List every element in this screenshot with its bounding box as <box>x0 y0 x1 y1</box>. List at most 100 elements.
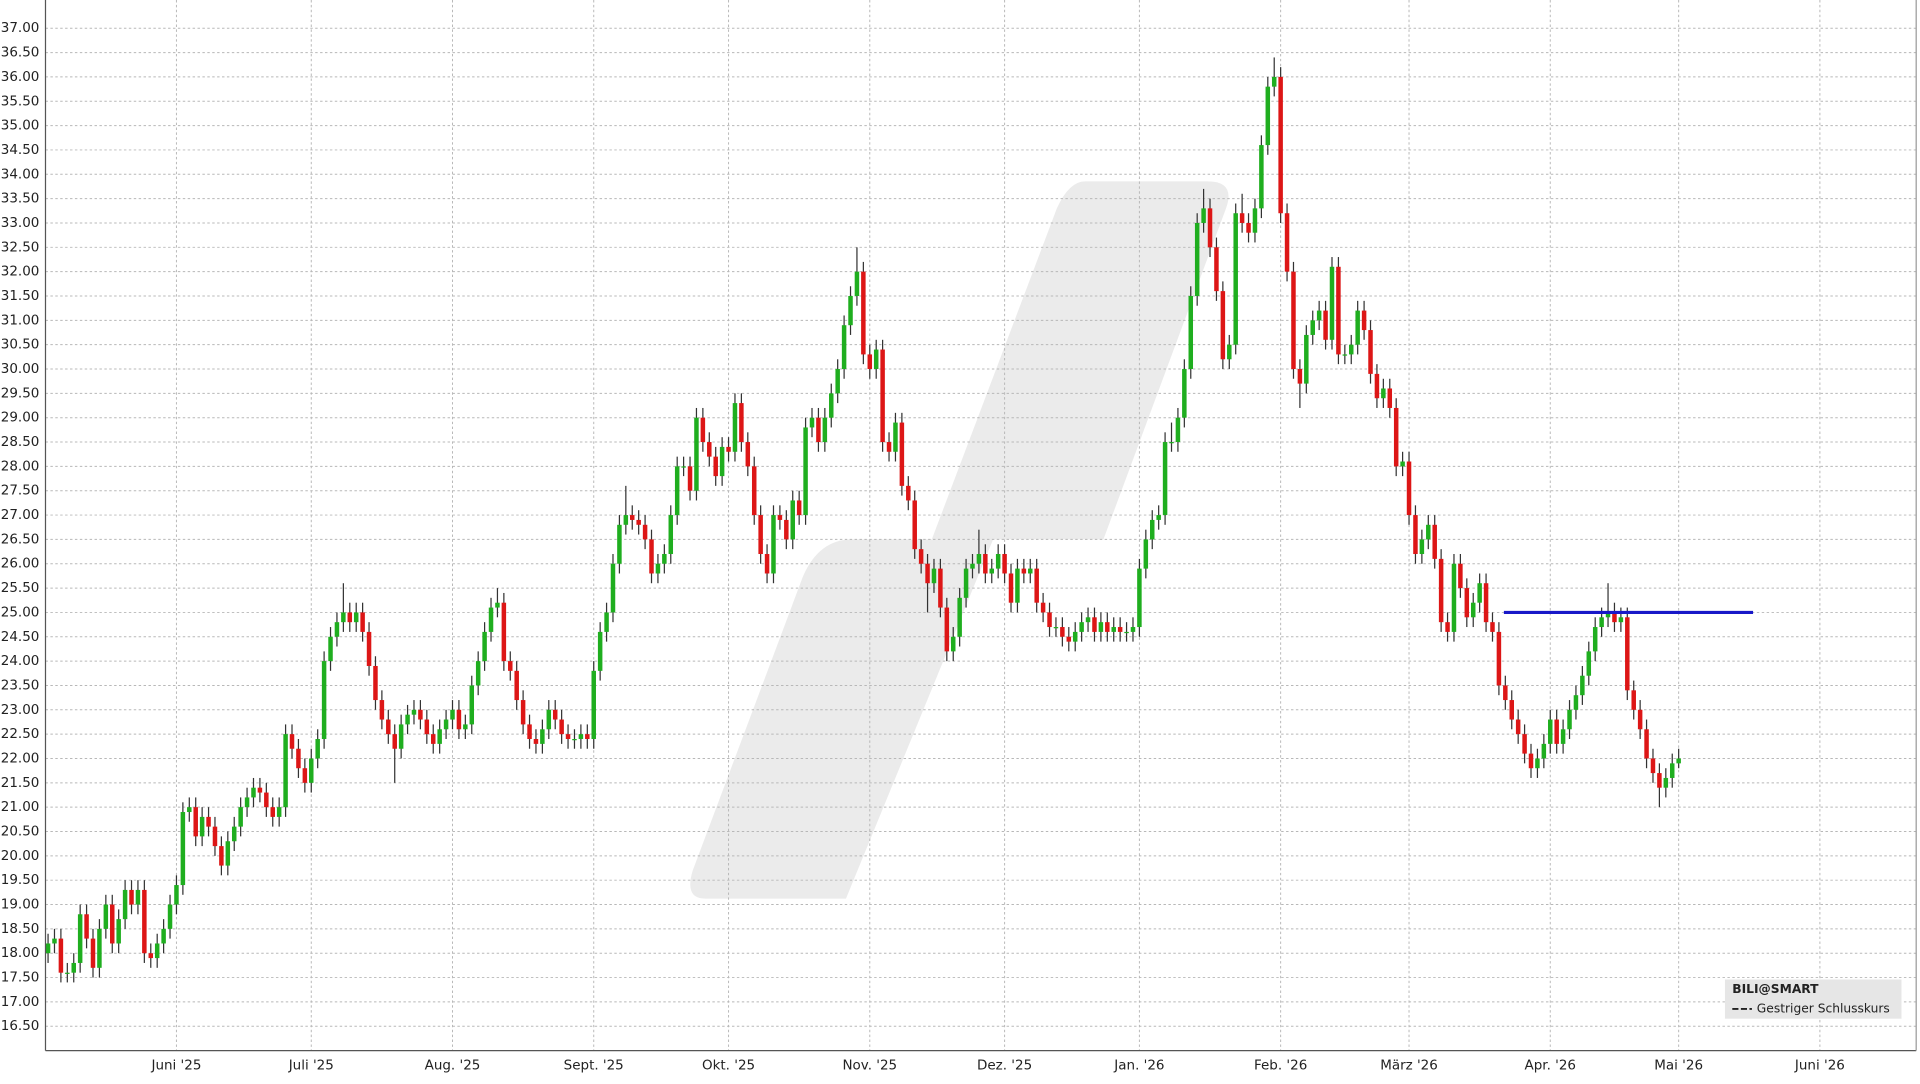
candle-body <box>1560 729 1566 744</box>
legend-title: BILI@SMART <box>1732 982 1819 996</box>
candle-body <box>321 661 327 740</box>
y-tick-label: 32.00 <box>1 264 40 280</box>
candle-body <box>1278 76 1283 214</box>
y-tick-label: 17.50 <box>1 970 40 986</box>
y-tick-label: 20.00 <box>1 848 40 864</box>
x-tick-label: Juni '25 <box>150 1057 201 1073</box>
candle-body <box>1220 291 1226 360</box>
candle-body <box>1470 602 1476 618</box>
watermark <box>690 181 1229 899</box>
candle-body <box>251 787 256 798</box>
grid <box>45 0 1917 1051</box>
candle-body <box>925 563 930 584</box>
x-tick-label: Juli '25 <box>288 1057 334 1073</box>
y-tick-label: 34.00 <box>1 166 40 182</box>
candle-body <box>238 807 243 827</box>
candle-body <box>1214 247 1219 292</box>
candle-body <box>1162 442 1168 516</box>
y-tick-label: 16.50 <box>1 1018 40 1034</box>
candle-body <box>1105 622 1110 632</box>
candle-body <box>212 826 218 847</box>
candle-body <box>90 938 96 968</box>
candle-body <box>1227 344 1232 360</box>
candle-body <box>662 554 667 564</box>
candle-body <box>1310 320 1315 335</box>
candle-body <box>918 549 924 564</box>
candle-body <box>777 515 783 520</box>
candle-body <box>1445 622 1450 632</box>
candle-body <box>758 515 763 555</box>
candle-body <box>180 812 186 886</box>
candle-body <box>1669 763 1675 778</box>
candle-body <box>668 515 674 555</box>
candle-body <box>527 724 532 740</box>
candle-body <box>135 889 141 905</box>
candle-body <box>495 602 500 608</box>
candle-body <box>1503 685 1508 701</box>
candle-body <box>790 500 795 540</box>
x-tick-label: Apr. '26 <box>1525 1057 1576 1073</box>
y-tick-label: 23.50 <box>1 677 40 693</box>
legend-label: Gestriger Schlusskurs <box>1757 1001 1890 1015</box>
candle-body <box>1657 773 1662 788</box>
candle-body <box>1650 758 1656 774</box>
y-tick-label: 27.50 <box>1 483 40 499</box>
y-tick-label: 25.50 <box>1 580 40 596</box>
candle-body <box>1361 310 1367 331</box>
y-tick-label: 31.00 <box>1 312 40 328</box>
candle-body <box>456 709 462 730</box>
candles <box>45 57 1754 983</box>
candle-body <box>334 622 340 637</box>
candle-body <box>739 403 744 443</box>
candle-body <box>886 442 892 452</box>
candle-body <box>1072 631 1078 642</box>
candle-body <box>1342 354 1348 356</box>
candle-body <box>1085 617 1091 623</box>
candle-body <box>231 826 237 842</box>
candle-body <box>604 612 609 632</box>
candle-body <box>572 739 577 741</box>
y-tick-label: 27.00 <box>1 507 40 523</box>
candle-body <box>161 928 166 944</box>
candle-body <box>1143 539 1149 569</box>
candle-body <box>1349 344 1354 355</box>
legend: BILI@SMART Gestriger Schlusskurs <box>1724 979 1902 1019</box>
candle-body <box>411 709 417 715</box>
candle-body <box>353 612 359 623</box>
candle-body <box>681 466 686 468</box>
candle-body <box>835 369 840 394</box>
candle-body <box>1194 222 1200 296</box>
y-tick-label: 24.00 <box>1 653 40 669</box>
candle-body <box>116 919 121 944</box>
candle-body <box>1028 568 1033 574</box>
candle-body <box>1676 758 1681 764</box>
candle-body <box>97 928 102 968</box>
candle-body <box>398 724 404 749</box>
candle-body <box>1284 213 1290 272</box>
candle-body <box>264 792 269 808</box>
candle-body <box>148 953 154 959</box>
candle-body <box>276 807 282 817</box>
candle-body <box>129 889 134 905</box>
candle-body <box>1336 266 1341 355</box>
candle-body <box>475 661 481 686</box>
candle-body <box>732 403 738 452</box>
candle-body <box>1323 310 1328 340</box>
y-tick-label: 28.00 <box>1 458 40 474</box>
candle-body <box>764 554 770 574</box>
candle-body <box>1021 568 1027 574</box>
candle-body <box>565 734 571 740</box>
candle-body <box>392 734 397 749</box>
y-tick-label: 25.00 <box>1 604 40 620</box>
watermark-shape <box>931 181 1229 540</box>
candle-body <box>1098 622 1104 632</box>
x-tick-label: Okt. '25 <box>702 1057 755 1073</box>
candle-body <box>1207 208 1213 248</box>
candle-body <box>1464 588 1470 618</box>
candle-body <box>546 709 552 730</box>
candle-body <box>1541 743 1547 759</box>
candle-body <box>906 485 911 501</box>
y-tick-label: 22.50 <box>1 726 40 742</box>
candle-body <box>591 670 596 740</box>
candle-body <box>174 885 179 905</box>
